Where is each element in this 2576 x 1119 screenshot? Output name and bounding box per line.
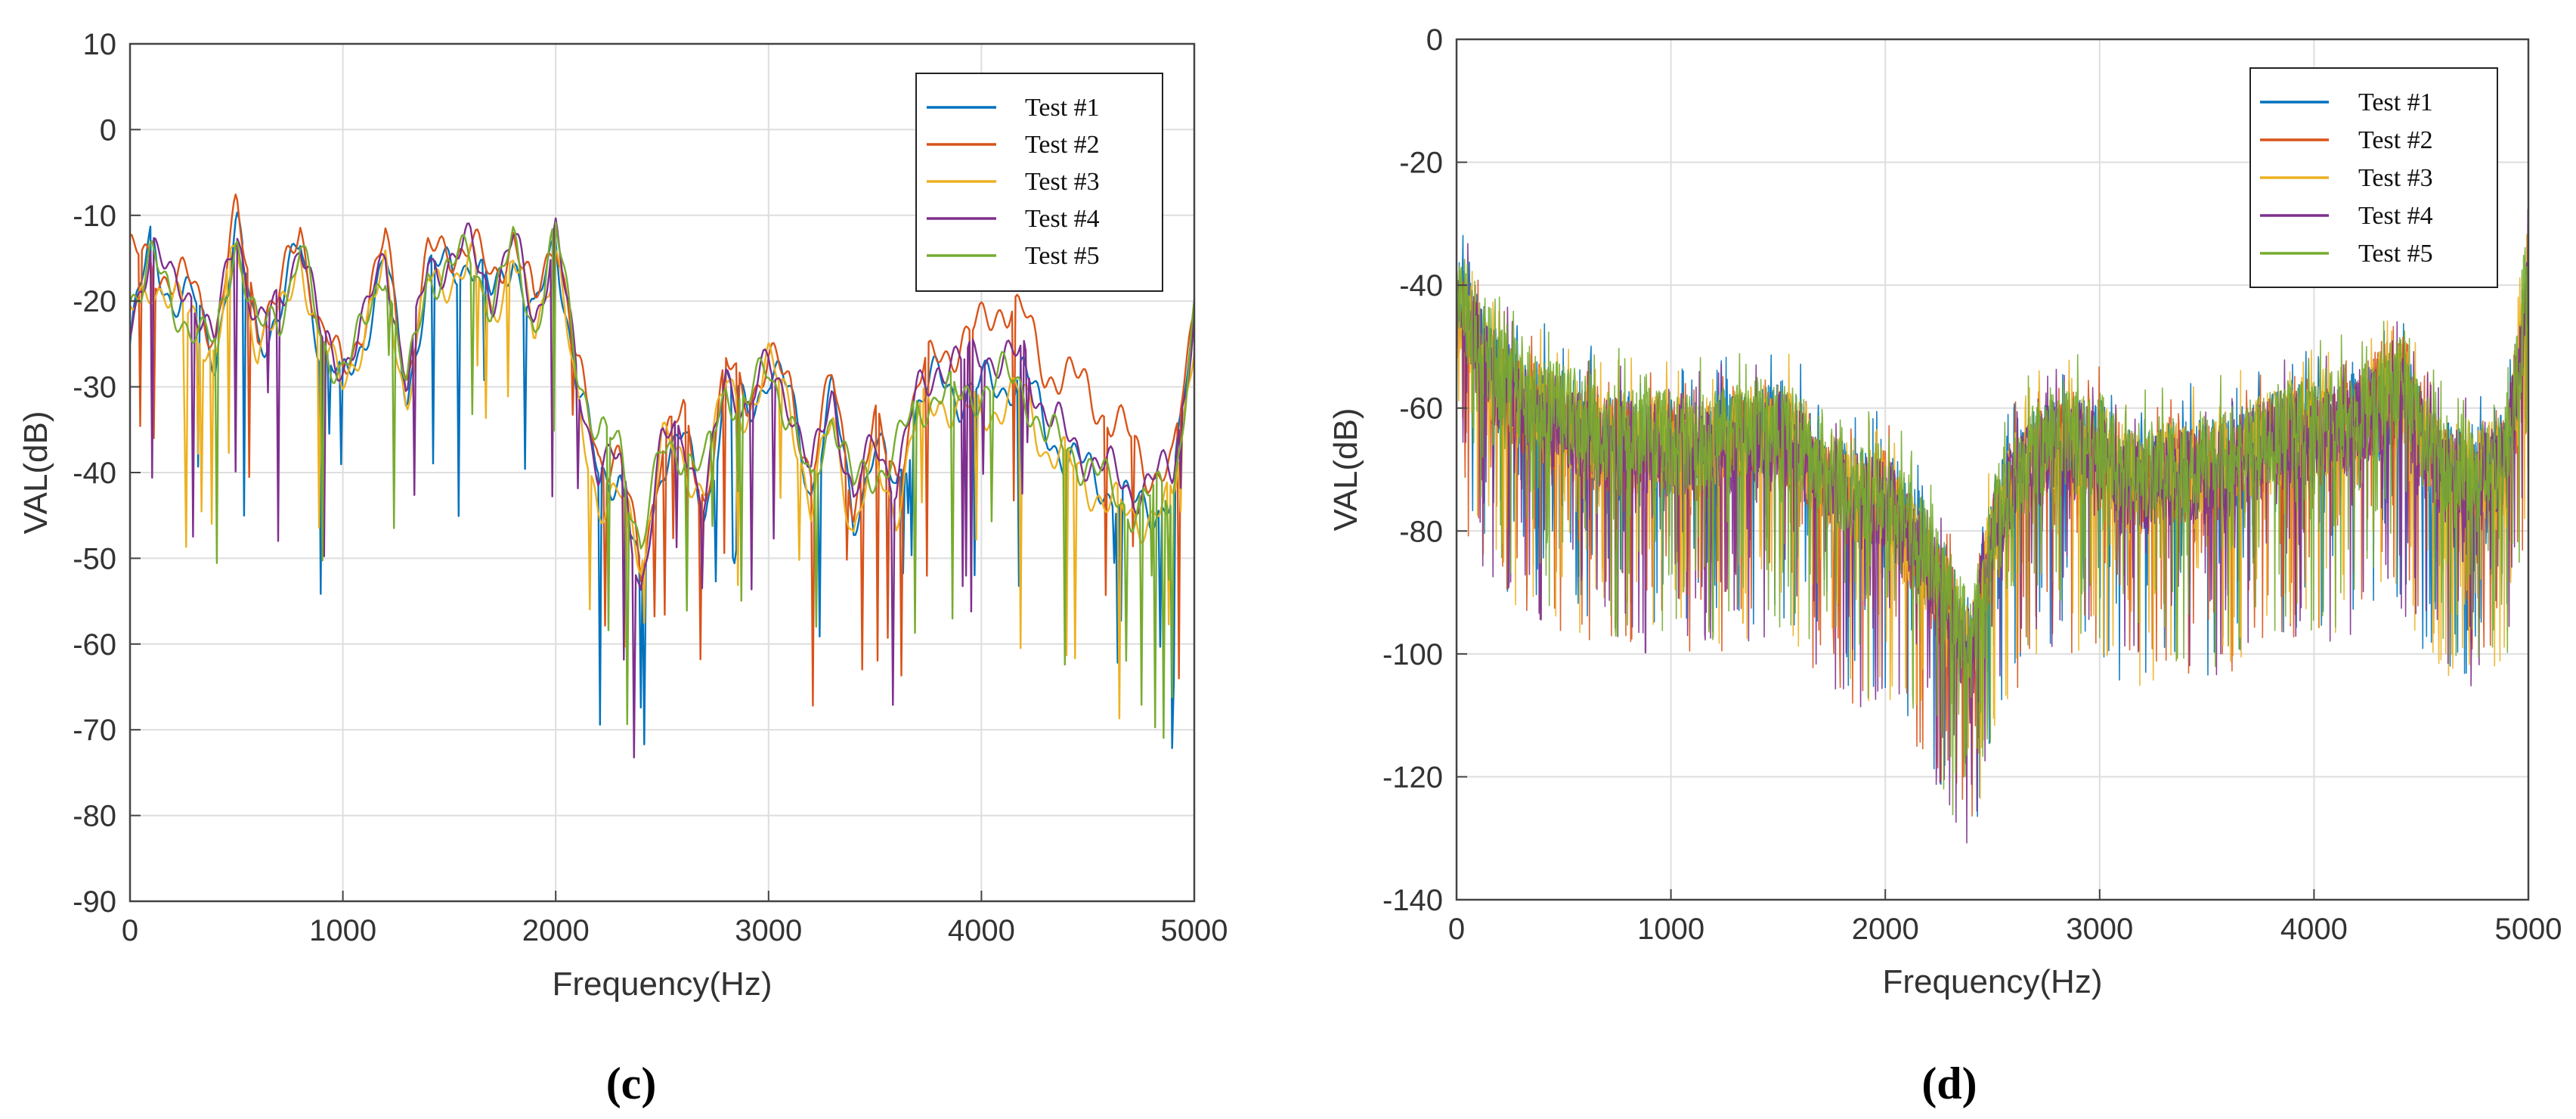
chart-d-xtick-label: 5000 (2495, 913, 2562, 946)
chart-c: 0 1000 2000 3000 4000 5000 10 0 -10 -20 -30 -40 -50 -… (17, 28, 1228, 1108)
chart-d-series-group (1457, 209, 2528, 844)
chart-c-ytick-label: -80 (73, 800, 116, 833)
chart-d-ytick-label: -60 (1399, 392, 1443, 426)
chart-d-ytick-label: -40 (1399, 269, 1443, 302)
chart-c-xtick-label: 2000 (522, 914, 590, 947)
chart-d-series-line-5 (1457, 246, 2528, 816)
chart-c-xtick-label: 1000 (309, 914, 376, 947)
chart-d-ytick-label: -80 (1399, 515, 1443, 548)
chart-d-xtick-label: 2000 (1852, 913, 1919, 946)
chart-c-ytick-label: -60 (73, 628, 116, 662)
chart-c-legend-entry-4: Test #4 (1025, 205, 1100, 233)
chart-d-legend-entry-4: Test #4 (2358, 202, 2433, 230)
chart-c-legend: Test #1 Test #2 Test #3 Test #4 Test #5 (915, 73, 1163, 292)
chart-d-axes-frame (1455, 38, 2530, 901)
chart-d-ylabel: VAL(dB) (1327, 408, 1364, 531)
chart-c-series-line-5 (130, 222, 1194, 739)
chart-c-legend-entry-3: Test #3 (1025, 168, 1100, 196)
chart-d-ytick-label: -20 (1399, 147, 1443, 180)
chart-c-ytick-label: 0 (100, 113, 116, 147)
chart-c-ytick-label: -70 (73, 714, 116, 747)
chart-d-xtick-label: 0 (1448, 913, 1465, 946)
chart-d-xtick-label: 4000 (2280, 913, 2348, 946)
chart-d-legend-entry-3: Test #3 (2358, 164, 2433, 192)
chart-c-legend-entry-2: Test #2 (1025, 131, 1100, 159)
chart-c-ytick-label: -10 (73, 200, 116, 233)
chart-c-caption: (c) (606, 1059, 657, 1108)
chart-d-series-line-4 (1457, 209, 2528, 844)
chart-d-ytick-label: 0 (1426, 23, 1443, 57)
chart-c-xtick-label: 0 (122, 914, 138, 947)
chart-d-xtick-label: 1000 (1637, 913, 1704, 946)
chart-d-legend-entry-1: Test #1 (2358, 88, 2433, 116)
chart-c-ytick-label: -40 (73, 457, 116, 490)
chart-c-ytick-label: 10 (83, 28, 117, 61)
chart-c-ytick-label: -50 (73, 542, 116, 575)
chart-c-ytick-label: -90 (73, 885, 116, 919)
chart-c-ylabel: VAL(dB) (17, 411, 54, 534)
chart-c-ytick-label: -30 (73, 371, 116, 405)
chart-d-legend-entry-2: Test #2 (2358, 126, 2433, 154)
chart-d-ytick-label: -120 (1382, 761, 1443, 794)
chart-d: 0 1000 2000 3000 4000 5000 0 -20 -40 -60 -80 -100 -1… (1327, 23, 2562, 1108)
chart-d-ytick-label: -140 (1382, 884, 1443, 917)
chart-d-legend-entry-5: Test #5 (2358, 240, 2433, 268)
chart-c-legend-entry-5: Test #5 (1025, 242, 1100, 270)
chart-c-series-line-2 (130, 194, 1194, 707)
chart-c-ytick-label: -20 (73, 285, 116, 318)
chart-c-legend-entry-1: Test #1 (1025, 94, 1100, 122)
chart-d-xlabel: Frequency(Hz) (1883, 963, 2103, 1000)
chart-d-ytick-label: -100 (1382, 638, 1443, 671)
chart-c-xtick-label: 4000 (948, 914, 1015, 947)
chart-c-xtick-label: 3000 (735, 914, 802, 947)
chart-c-series-group (130, 194, 1194, 759)
chart-c-xtick-label: 5000 (1161, 914, 1228, 947)
chart-d-xtick-label: 3000 (2066, 913, 2133, 946)
chart-c-xlabel: Frequency(Hz) (553, 966, 772, 1003)
chart-c-series-line-4 (130, 217, 1194, 759)
chart-d-legend: Test #1 Test #2 Test #3 Test #4 Test #5 (2249, 67, 2498, 288)
chart-d-caption: (d) (1921, 1059, 1977, 1108)
